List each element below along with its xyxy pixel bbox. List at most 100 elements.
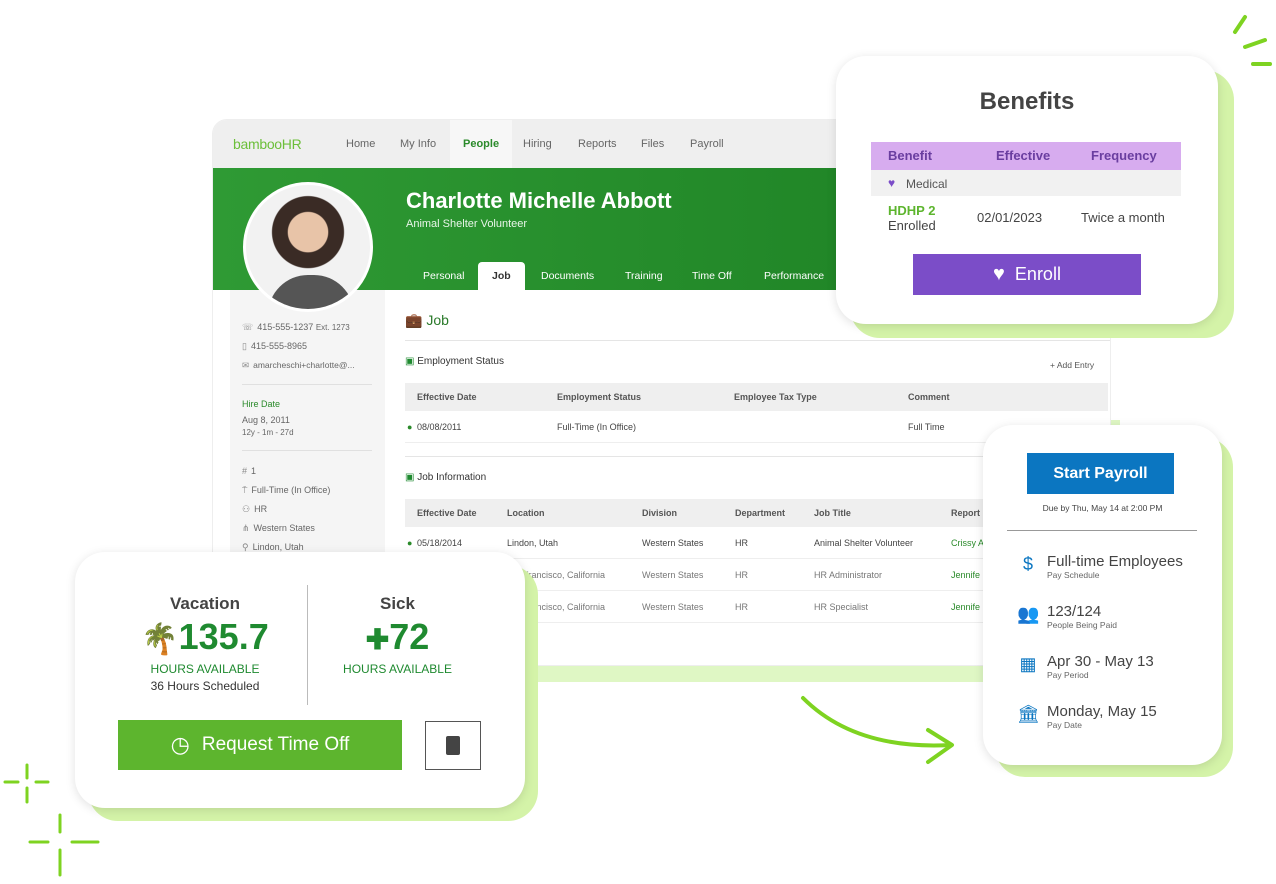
sparkle-decoration [3, 763, 100, 877]
payroll-due: Due by Thu, May 14 at 2:00 PM [1042, 503, 1163, 513]
start-payroll-button[interactable]: Start Payroll [1027, 453, 1174, 494]
division-value: Western States [253, 523, 315, 533]
users-icon: 👥 [1017, 604, 1040, 624]
benefits-card: Benefits Benefit Effective Frequency ♥ Me… [836, 56, 1218, 324]
request-time-off-button[interactable]: ◷ Request Time Off [118, 720, 402, 770]
job-heading-text: Job [426, 312, 449, 328]
nav-reports[interactable]: Reports [578, 138, 617, 150]
nav-my-info[interactable]: My Info [400, 138, 437, 150]
tab-performance[interactable]: Performance [764, 270, 825, 282]
map-pin-icon: ⚲ [242, 542, 249, 552]
phone-icon: ☏ [242, 322, 254, 332]
column-header[interactable]: Effective Date [417, 392, 477, 402]
employee-number: #1 [242, 466, 256, 476]
cell: Western States [642, 570, 704, 580]
benefit-status: Enrolled [888, 218, 936, 233]
benefit-category: ♥ Medical [871, 170, 1181, 196]
vacation-scheduled: 36 Hours Scheduled [150, 679, 260, 693]
column-header[interactable]: Report [951, 508, 980, 518]
column-header[interactable]: Division [642, 508, 678, 518]
table-row[interactable]: ● 05/18/2014 Lindon, Utah Western States HR A… [405, 527, 1108, 559]
cell: HR [735, 570, 748, 580]
add-entry-button[interactable]: + Add Entry [1050, 360, 1095, 370]
tab-training[interactable]: Training [625, 270, 663, 282]
employment-status-title-text: Employment Status [417, 356, 504, 367]
column-header[interactable]: Effective Date [417, 508, 477, 518]
cell: HR [735, 602, 748, 612]
cell: HR Administrator [814, 570, 883, 580]
sick-label: Sick [380, 594, 415, 613]
email[interactable]: ✉ amarcheschi+charlotte@... [242, 360, 355, 371]
work-phone-ext: Ext. 1273 [315, 323, 350, 332]
avatar [243, 182, 373, 312]
nav-people[interactable]: People [450, 120, 513, 168]
pay-date: 🏛 Monday, May 15 Pay Date [1017, 703, 1157, 730]
cell[interactable]: Jennife [951, 570, 981, 580]
nav-payroll[interactable]: Payroll [690, 138, 724, 150]
divider [242, 384, 372, 385]
cell: HR Specialist [814, 602, 869, 612]
bank-icon: 🏛 [1017, 704, 1040, 724]
vacation-hours: 🌴135.7 [105, 616, 305, 658]
mobile-icon: ▯ [242, 341, 247, 351]
job-information-title: ▣ Job Information [405, 472, 486, 483]
cell[interactable]: Crissy A [951, 538, 985, 548]
department-value: HR [254, 504, 268, 514]
employee-title: Animal Shelter Volunteer [406, 218, 528, 230]
cell: Full-Time (In Office) [557, 422, 637, 432]
cell[interactable]: Jennife [951, 602, 981, 612]
column-header[interactable]: Department [735, 508, 786, 518]
job-heading: 💼 Job [405, 312, 449, 329]
column-header[interactable]: Location [507, 508, 545, 518]
pay-period-label: Pay Period [1047, 670, 1089, 680]
benefit-plan: HDHP 2 [888, 203, 936, 218]
request-time-off-label: Request Time Off [201, 734, 350, 755]
column-header[interactable]: Comment [908, 392, 950, 402]
sick-hours: ✚72 [315, 616, 480, 658]
nav-hiring[interactable]: Hiring [523, 138, 552, 150]
column-header: Frequency [1091, 148, 1157, 163]
column-header: Effective [996, 148, 1051, 163]
cell: Western States [642, 602, 704, 612]
column-header[interactable]: Employee Tax Type [734, 392, 817, 402]
heart-pulse-icon: ♥ [993, 263, 1005, 285]
tab-time-off[interactable]: Time Off [692, 270, 732, 282]
bamboohr-logo: bambooHR [233, 136, 302, 152]
divider [242, 450, 372, 451]
benefits-title: Benefits [979, 88, 1075, 115]
work-phone: ☏ 415-555-1237 Ext. 1273 [242, 322, 350, 333]
cell: HR [735, 538, 748, 548]
sick-hours-value: 72 [389, 616, 430, 657]
pay-schedule-value: Full-time Employees [1047, 553, 1183, 570]
sparkle-decoration [1233, 15, 1272, 66]
people-icon: ⚇ [242, 504, 251, 514]
pay-schedule: $ Full-time Employees Pay Schedule [1017, 553, 1183, 580]
employment-status-header: Effective Date Employment Status Employe… [405, 383, 1108, 411]
column-header[interactable]: Job Title [814, 508, 851, 518]
cell: Francisco, California [523, 570, 606, 580]
nav-home[interactable]: Home [346, 138, 376, 150]
table-row[interactable]: Francisco, California Western States HR HR … [405, 591, 1108, 623]
employee-name: Charlotte Michelle Abbott [406, 188, 672, 213]
palm-tree-icon: 🌴 [141, 623, 179, 656]
column-header[interactable]: Employment Status [557, 392, 642, 402]
cell: Western States [642, 538, 704, 548]
hash-icon: # [242, 466, 248, 476]
arrow-decoration [801, 696, 954, 764]
org-chart-icon: ⋔ [242, 523, 250, 533]
tab-personal[interactable]: Personal [423, 270, 465, 282]
work-phone-value: 415-555-1237 [257, 322, 314, 332]
nav-files[interactable]: Files [641, 138, 665, 150]
employment-status-title: ▣ Employment Status [405, 356, 504, 367]
table-row[interactable]: Francisco, California Western States HR HR … [405, 559, 1108, 591]
enroll-label: Enroll [1014, 264, 1061, 284]
enroll-button[interactable]: ♥ Enroll [913, 254, 1141, 295]
calculator-button[interactable] [425, 721, 481, 770]
sick-available: HOURS AVAILABLE [343, 662, 452, 676]
location-value: Lindon, Utah [252, 542, 304, 552]
divider [307, 585, 308, 705]
tab-job[interactable]: Job [478, 262, 525, 290]
tab-documents[interactable]: Documents [541, 270, 595, 282]
table-row[interactable]: ● 08/08/2011 Full-Time (In Office) Full … [405, 411, 1108, 443]
mobile-value: 415-555-8965 [250, 341, 308, 351]
